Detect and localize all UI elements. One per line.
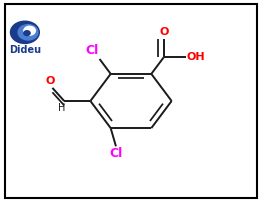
Text: H: H	[58, 103, 65, 113]
Text: Cl: Cl	[109, 147, 123, 160]
Text: Cl: Cl	[85, 44, 98, 57]
Text: O: O	[46, 76, 55, 86]
Text: O: O	[159, 27, 168, 37]
Text: OH: OH	[187, 52, 205, 62]
Circle shape	[10, 21, 39, 43]
Circle shape	[24, 26, 35, 35]
Circle shape	[18, 25, 38, 40]
Text: Dideu: Dideu	[9, 45, 41, 56]
Circle shape	[24, 31, 30, 36]
